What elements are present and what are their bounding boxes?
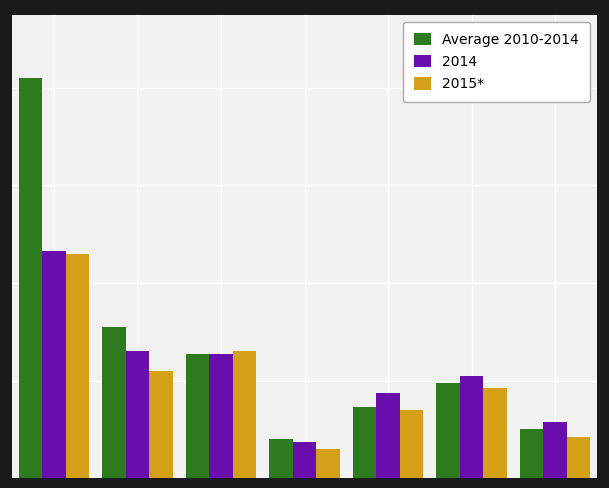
Bar xyxy=(149,371,172,478)
Bar xyxy=(66,254,89,478)
Bar xyxy=(520,429,543,478)
Bar xyxy=(567,437,590,478)
Bar xyxy=(376,393,400,478)
Bar xyxy=(543,422,567,478)
Bar xyxy=(102,327,126,478)
Bar xyxy=(460,376,483,478)
Bar xyxy=(353,407,376,478)
Bar xyxy=(293,442,316,478)
Bar xyxy=(233,351,256,478)
Bar xyxy=(42,251,66,478)
Bar xyxy=(209,354,233,478)
Legend: Average 2010-2014, 2014, 2015*: Average 2010-2014, 2014, 2015* xyxy=(403,21,590,102)
Bar xyxy=(269,439,293,478)
Bar xyxy=(437,383,460,478)
Bar xyxy=(126,351,149,478)
Bar xyxy=(316,449,340,478)
Bar xyxy=(483,388,507,478)
Bar xyxy=(19,78,42,478)
Bar xyxy=(186,354,209,478)
Bar xyxy=(400,410,423,478)
